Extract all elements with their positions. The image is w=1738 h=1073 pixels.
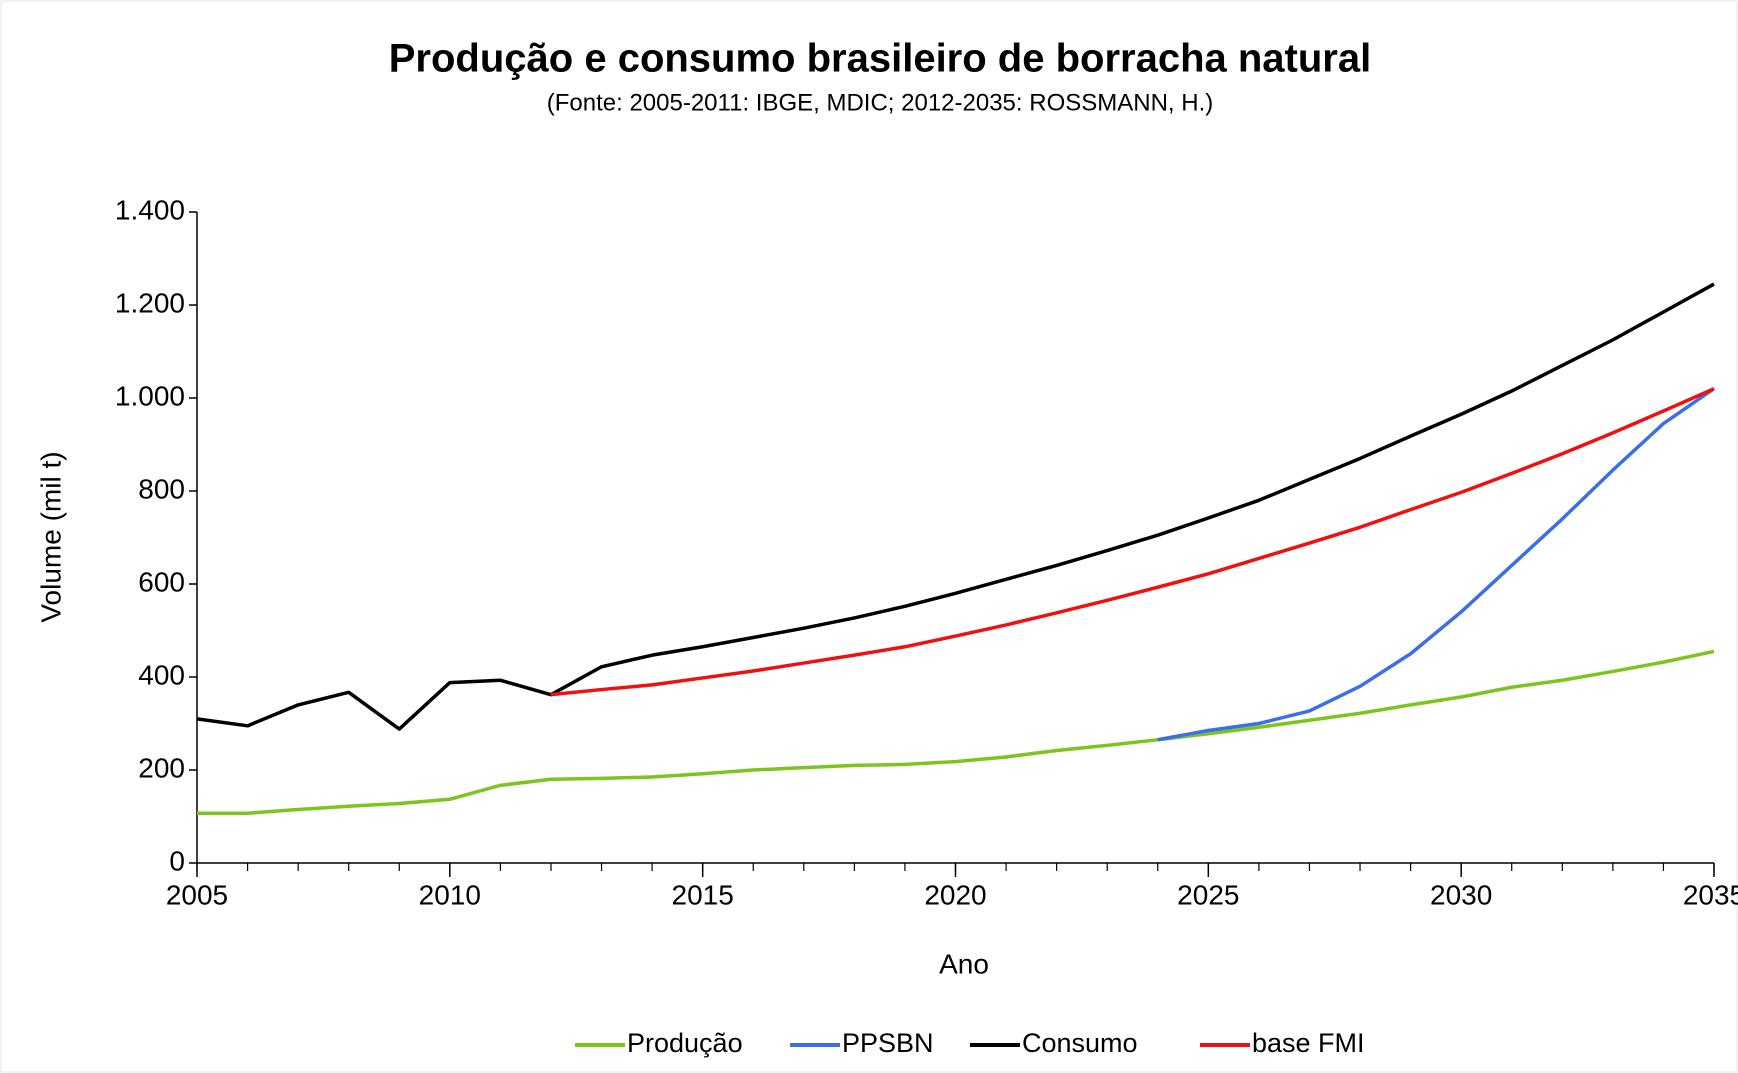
x-tick-label: 2010 xyxy=(419,879,481,910)
x-tick-label: 2025 xyxy=(1177,879,1239,910)
y-tick-label: 1.000 xyxy=(115,380,185,411)
y-tick-label: 0 xyxy=(169,845,185,876)
x-tick-label: 2005 xyxy=(166,879,228,910)
y-tick-label: 1.400 xyxy=(115,194,185,225)
line-series xyxy=(1157,387,1715,742)
x-tick-label: 2015 xyxy=(672,879,734,910)
y-axis-label: Volume (mil t) xyxy=(35,451,66,622)
legend-label: PPSBN xyxy=(842,1028,934,1058)
legend-label: base FMI xyxy=(1252,1028,1365,1058)
chart-subtitle: (Fonte: 2005-2011: IBGE, MDIC; 2012-2035… xyxy=(547,89,1214,116)
legend-label: Produção xyxy=(627,1028,743,1058)
x-tick-label: 2030 xyxy=(1430,879,1492,910)
x-axis-label: Ano xyxy=(939,948,989,979)
line-series xyxy=(197,649,1715,815)
y-tick-label: 1.200 xyxy=(115,287,185,318)
y-tick-label: 600 xyxy=(138,566,185,597)
x-tick-label: 2020 xyxy=(924,879,986,910)
y-tick-label: 200 xyxy=(138,752,185,783)
chart-title: Produção e consumo brasileiro de borrach… xyxy=(389,37,1371,81)
legend-label: Consumo xyxy=(1022,1028,1138,1058)
x-tick-label: 2035 xyxy=(1683,879,1738,910)
line-series xyxy=(196,282,1715,731)
y-tick-label: 400 xyxy=(138,659,185,690)
y-tick-label: 800 xyxy=(138,473,185,504)
line-series xyxy=(550,387,1715,697)
